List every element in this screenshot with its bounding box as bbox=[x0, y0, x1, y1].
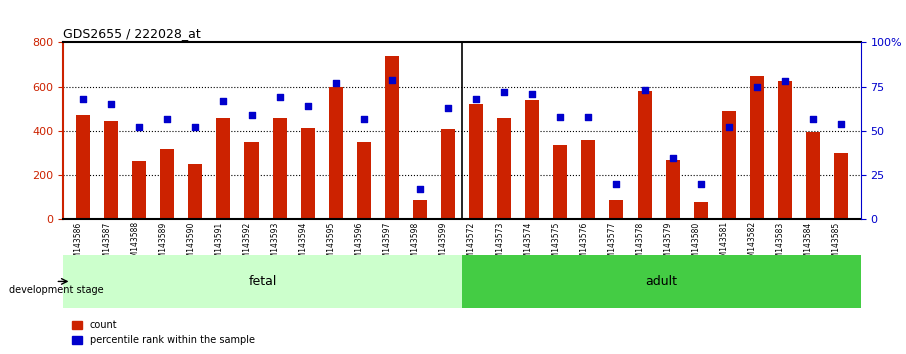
Bar bbox=[666, 160, 680, 219]
Point bbox=[637, 87, 651, 93]
Text: GSM143579: GSM143579 bbox=[663, 221, 672, 268]
Text: GSM143584: GSM143584 bbox=[804, 221, 813, 268]
Point bbox=[468, 96, 483, 102]
Point bbox=[665, 155, 680, 160]
Text: GSM143596: GSM143596 bbox=[355, 221, 364, 268]
Point bbox=[777, 79, 792, 84]
Bar bbox=[497, 118, 511, 219]
Text: GSM143597: GSM143597 bbox=[383, 221, 392, 268]
Bar bbox=[273, 118, 286, 219]
Point bbox=[834, 121, 848, 127]
Bar bbox=[160, 149, 174, 219]
Bar bbox=[722, 111, 736, 219]
Text: GDS2655 / 222028_at: GDS2655 / 222028_at bbox=[63, 27, 201, 40]
Text: GSM143591: GSM143591 bbox=[215, 221, 224, 268]
Text: GSM143574: GSM143574 bbox=[524, 221, 532, 268]
Bar bbox=[610, 200, 623, 219]
Text: GSM143594: GSM143594 bbox=[299, 221, 308, 268]
Text: GSM143592: GSM143592 bbox=[243, 221, 252, 268]
Point bbox=[413, 187, 428, 192]
Point bbox=[553, 114, 567, 120]
Point bbox=[160, 116, 175, 121]
Point bbox=[805, 116, 820, 121]
Text: GSM143588: GSM143588 bbox=[130, 221, 140, 267]
Text: GSM143575: GSM143575 bbox=[552, 221, 560, 268]
Point bbox=[441, 105, 456, 111]
Text: GSM143573: GSM143573 bbox=[496, 221, 504, 268]
Legend: count, percentile rank within the sample: count, percentile rank within the sample bbox=[68, 316, 258, 349]
Text: GSM143581: GSM143581 bbox=[719, 221, 728, 267]
Bar bbox=[834, 153, 848, 219]
Text: GSM143599: GSM143599 bbox=[439, 221, 448, 268]
Text: GSM143595: GSM143595 bbox=[327, 221, 336, 268]
Bar bbox=[301, 128, 314, 219]
Point bbox=[721, 125, 736, 130]
Bar bbox=[694, 202, 708, 219]
Point bbox=[609, 181, 623, 187]
Text: GSM143583: GSM143583 bbox=[776, 221, 785, 268]
Bar bbox=[806, 132, 820, 219]
Bar bbox=[554, 145, 567, 219]
Bar bbox=[132, 161, 146, 219]
Text: GSM143586: GSM143586 bbox=[74, 221, 83, 268]
Point bbox=[385, 77, 400, 82]
Bar bbox=[469, 104, 483, 219]
Point bbox=[329, 80, 343, 86]
Text: GSM143593: GSM143593 bbox=[271, 221, 280, 268]
Text: GSM143590: GSM143590 bbox=[187, 221, 196, 268]
Point bbox=[581, 114, 595, 120]
Point bbox=[496, 89, 511, 95]
Bar bbox=[582, 140, 595, 219]
Point bbox=[245, 112, 259, 118]
Text: fetal: fetal bbox=[248, 275, 277, 288]
Text: GSM143576: GSM143576 bbox=[580, 221, 588, 268]
Text: GSM143589: GSM143589 bbox=[159, 221, 168, 268]
Text: GSM143598: GSM143598 bbox=[411, 221, 420, 268]
Bar bbox=[329, 87, 342, 219]
Text: GSM143577: GSM143577 bbox=[607, 221, 616, 268]
Text: development stage: development stage bbox=[9, 285, 103, 295]
Point bbox=[188, 125, 203, 130]
Bar bbox=[750, 76, 764, 219]
Point bbox=[525, 91, 539, 97]
FancyBboxPatch shape bbox=[63, 255, 462, 308]
Text: GSM143582: GSM143582 bbox=[747, 221, 757, 267]
Point bbox=[76, 96, 91, 102]
Bar bbox=[525, 100, 539, 219]
Point bbox=[217, 98, 231, 104]
Bar bbox=[441, 129, 455, 219]
Point bbox=[132, 125, 147, 130]
Text: GSM143585: GSM143585 bbox=[832, 221, 841, 268]
Text: GSM143572: GSM143572 bbox=[467, 221, 476, 268]
FancyBboxPatch shape bbox=[462, 255, 861, 308]
Bar bbox=[217, 118, 230, 219]
Point bbox=[301, 103, 315, 109]
Text: GSM143587: GSM143587 bbox=[102, 221, 111, 268]
Bar bbox=[188, 164, 202, 219]
Bar bbox=[104, 121, 118, 219]
Text: GSM143580: GSM143580 bbox=[691, 221, 700, 268]
Point bbox=[273, 95, 287, 100]
Bar bbox=[76, 115, 90, 219]
Bar bbox=[245, 142, 258, 219]
Point bbox=[104, 102, 119, 107]
Bar bbox=[413, 200, 427, 219]
Bar bbox=[385, 56, 399, 219]
Text: GSM143578: GSM143578 bbox=[635, 221, 644, 268]
Point bbox=[693, 181, 708, 187]
Point bbox=[357, 116, 371, 121]
Text: adult: adult bbox=[645, 275, 678, 288]
Bar bbox=[778, 81, 792, 219]
Bar bbox=[638, 91, 651, 219]
Bar bbox=[357, 142, 371, 219]
Point bbox=[749, 84, 764, 90]
